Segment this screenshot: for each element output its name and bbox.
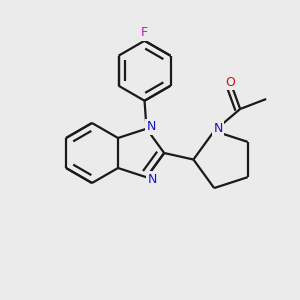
Text: F: F	[141, 26, 148, 39]
Text: O: O	[225, 76, 235, 88]
Text: N: N	[214, 122, 223, 134]
Text: N: N	[148, 173, 157, 186]
Text: N: N	[147, 120, 156, 133]
